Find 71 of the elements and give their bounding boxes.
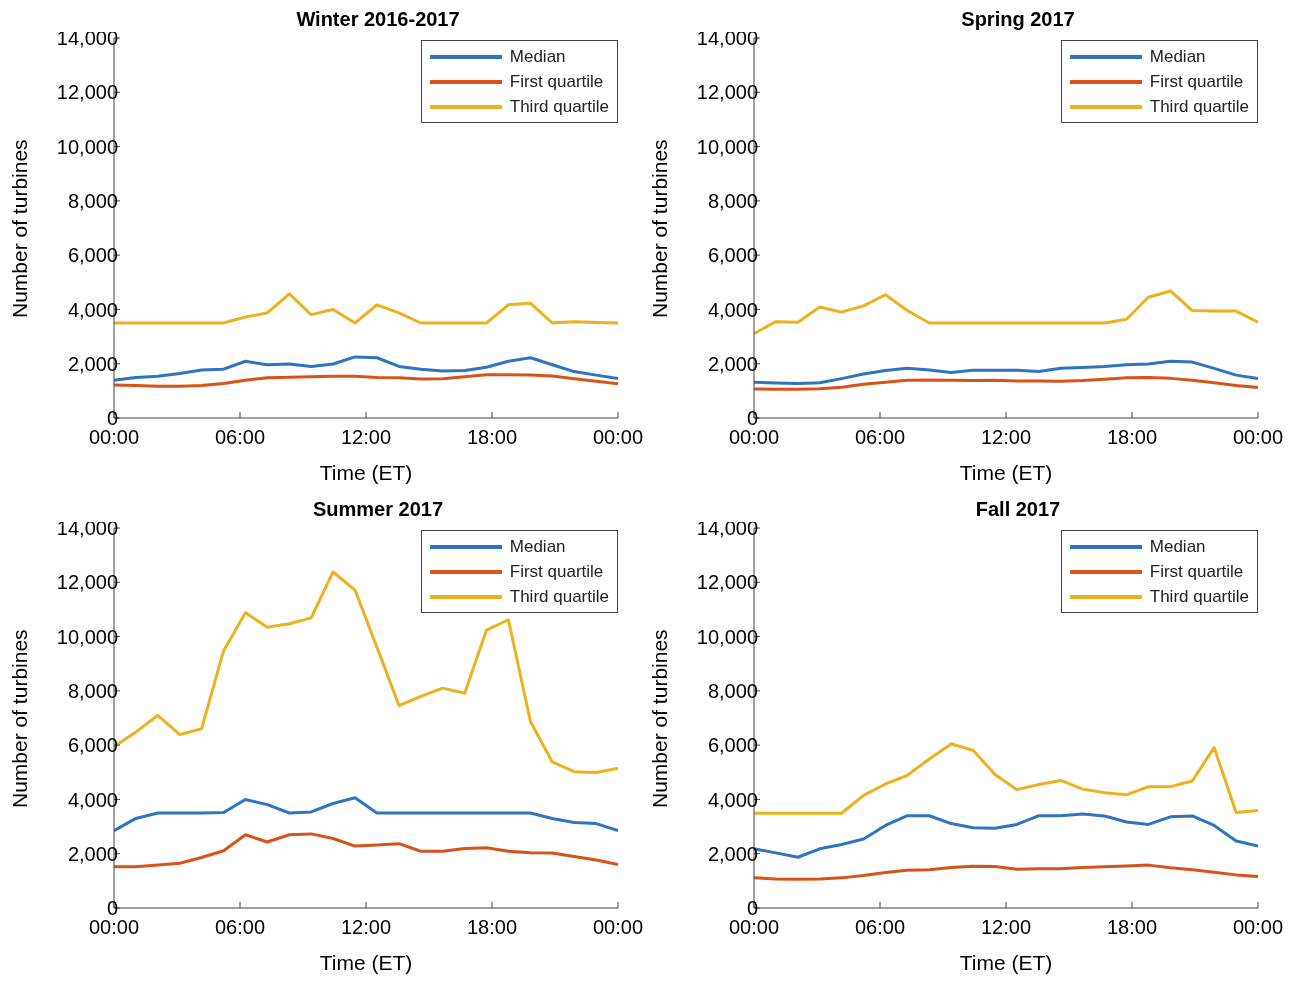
legend-label: First quartile [1149,71,1244,93]
x-axis-title: Time (ET) [319,461,413,484]
y-tick-label: 8,000 [707,189,758,212]
x-tick-label: 12:00 [340,426,392,449]
legend-label: Third quartile [1149,96,1249,118]
x-tick-label: 18:00 [1106,426,1158,449]
legend-label: Third quartile [509,586,609,608]
chart-title: Summer 2017 [312,498,444,520]
line-series [754,863,1258,881]
x-tick-label: 00:00 [592,916,644,939]
x-tick-label: 00:00 [1232,426,1284,449]
x-axis-title: Time (ET) [319,951,413,974]
y-tick-label: 10,000 [56,135,118,158]
legend-label: Third quartile [1149,586,1249,608]
y-tick-label: 14,000 [696,517,758,540]
y-tick-label: 4,000 [67,788,118,811]
y-axis-title: Number of turbines [8,139,32,318]
y-tick-label: 12,000 [56,571,118,594]
legend-label: Median [509,46,566,68]
y-tick-label: 14,000 [696,27,758,50]
y-tick-label: 12,000 [696,81,758,104]
y-tick-label: 8,000 [707,679,758,702]
y-tick-label: 8,000 [67,679,118,702]
y-tick-label: 2,000 [67,352,118,375]
legend-label: First quartile [1149,561,1244,583]
y-tick-label: 10,000 [56,625,118,648]
y-tick-label: 4,000 [67,298,118,321]
x-tick-label: 06:00 [214,916,266,939]
y-axis-title: Number of turbines [648,139,672,318]
x-tick-label: 12:00 [340,916,392,939]
legend-label: First quartile [509,561,604,583]
legend-label: First quartile [509,71,604,93]
chart-title: Spring 2017 [961,8,1075,30]
y-tick-label: 12,000 [696,571,758,594]
y-tick-label: 14,000 [56,27,118,50]
y-tick-label: 10,000 [696,135,758,158]
x-tick-label: 06:00 [854,916,906,939]
y-axis-title: Number of turbines [8,629,32,808]
x-tick-label: 18:00 [1106,916,1158,939]
y-tick-label: 12,000 [56,81,118,104]
y-tick-label: 8,000 [67,189,118,212]
x-tick-label: 12:00 [980,916,1032,939]
y-tick-label: 6,000 [707,734,758,757]
x-tick-label: 12:00 [980,426,1032,449]
y-tick-label: 6,000 [707,244,758,267]
y-axis-title: Number of turbines [648,629,672,808]
x-tick-label: 00:00 [1232,916,1284,939]
y-tick-label: 2,000 [707,842,758,865]
x-tick-label: 06:00 [854,426,906,449]
x-axis-title: Time (ET) [959,951,1053,974]
y-tick-label: 4,000 [707,298,758,321]
legend-label: Median [1149,46,1206,68]
x-axis-title: Time (ET) [959,461,1053,484]
legend-label: Median [1149,536,1206,558]
y-tick-label: 2,000 [67,842,118,865]
chart-title: Winter 2016-2017 [296,8,460,30]
y-tick-label: 14,000 [56,517,118,540]
y-tick-label: 2,000 [707,352,758,375]
x-tick-label: 18:00 [466,426,518,449]
y-tick-label: 6,000 [67,734,118,757]
line-series [114,373,618,388]
x-tick-label: 00:00 [592,426,644,449]
x-tick-label: 18:00 [466,916,518,939]
y-tick-label: 10,000 [696,625,758,648]
legend-label: Third quartile [509,96,609,118]
legend-label: Median [509,536,566,558]
line-series [754,376,1258,391]
x-tick-label: 06:00 [214,426,266,449]
y-tick-label: 6,000 [67,244,118,267]
y-tick-label: 4,000 [707,788,758,811]
chart-title: Fall 2017 [975,498,1061,520]
